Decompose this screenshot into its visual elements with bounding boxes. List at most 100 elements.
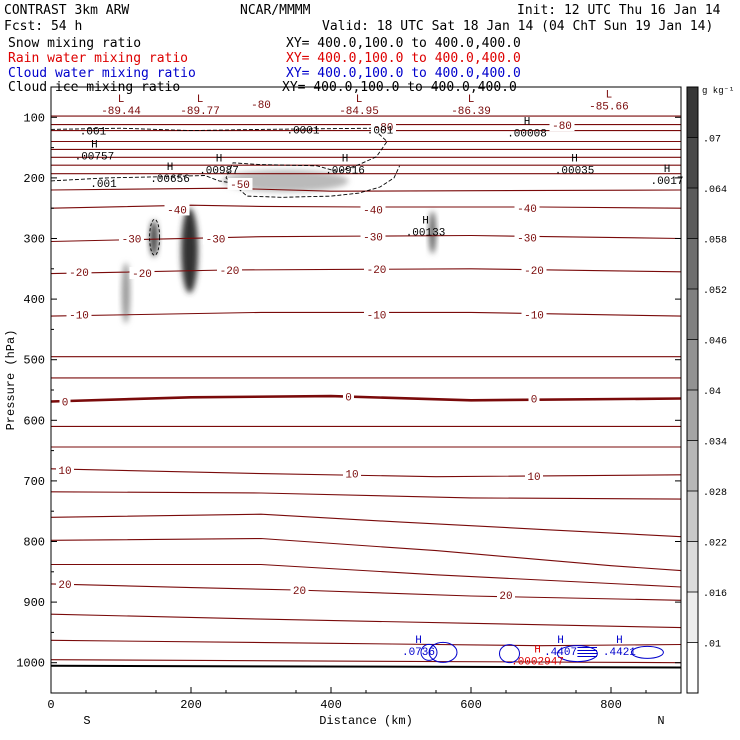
temp-contour-14 <box>51 468 681 478</box>
temp-label-11-0: -20 <box>69 268 89 280</box>
temp-contour-8 <box>51 187 681 192</box>
temp-label-0-0: -80 <box>251 100 271 112</box>
extremum-type-12: H <box>524 117 531 129</box>
colorbar-tick-label-3: .028 <box>703 488 727 499</box>
y-tick-label-1: 200 <box>23 172 45 186</box>
temp-label-bg-0-0 <box>248 97 274 110</box>
x-end-label-right: N <box>657 714 664 728</box>
y-tick-label-7: 800 <box>23 536 45 550</box>
extremum-type-14: H <box>557 635 564 647</box>
temp-label-11-1: -20 <box>132 269 152 281</box>
y-tick-label-3: 400 <box>23 293 45 307</box>
colorbar-unit: g kg⁻¹ <box>702 86 734 96</box>
colorbar-swatch-1 <box>687 592 698 643</box>
temp-label-bg-12-1 <box>364 308 389 321</box>
extremum-type-6: H <box>167 162 174 174</box>
snow-shade-3 <box>222 170 349 192</box>
temp-label-bg-10-0 <box>119 232 144 245</box>
y-axis-label: Pressure (hPa) <box>4 330 18 431</box>
temp-label-bg-14-2 <box>525 470 543 483</box>
colorbar-swatch-5 <box>687 390 698 441</box>
temp-label-9-0: -40 <box>167 205 187 217</box>
extremum-value-13: .0736 <box>402 647 435 659</box>
cloudwater-contour-2 <box>556 645 598 663</box>
field-cloudwater-xy: XY= 400.0,100.0 to 400.0,400.0 <box>286 66 521 81</box>
temp-label-bg-9-1 <box>360 203 386 216</box>
extremum-value-7: .00987 <box>199 166 239 178</box>
colorbar-swatch-10 <box>687 137 698 188</box>
header-valid: Valid: 18 UTC Sat 18 Jan 14 (04 ChT Sun … <box>322 19 714 34</box>
temp-label-bg-15-1 <box>290 583 309 596</box>
extremum-type-5: H <box>91 140 98 152</box>
extremum-value-10: .0017 <box>650 176 683 188</box>
extremum-type-8: H <box>342 154 349 166</box>
extremum-value-5: .00757 <box>75 152 115 164</box>
snow-contour-dashed-upper <box>51 127 401 198</box>
temp-label-bg-11-1 <box>129 267 155 280</box>
temp-label-10-0: -30 <box>122 235 142 247</box>
temp-label-bg-8-0 <box>227 177 253 190</box>
snow-shade-0 <box>121 262 131 324</box>
field-cloudwater-name: Cloud water mixing ratio <box>8 66 196 81</box>
extremum-type-11: H <box>422 215 429 227</box>
temp-label-bg-11-2 <box>217 264 242 277</box>
temp-label-bg-11-4 <box>521 264 547 277</box>
colorbar-swatch-8 <box>687 238 698 289</box>
colorbar-swatch-9 <box>687 188 698 239</box>
temp-contour-22 <box>51 537 681 572</box>
temp-label-bg-9-2 <box>514 202 540 215</box>
y-tick-label-9: 1000 <box>16 657 45 671</box>
temp-contour-25 <box>51 639 681 647</box>
colorbar-tick-label-10: .07 <box>703 135 721 146</box>
header-init: Init: 12 UTC Thu 16 Jan 14 <box>517 3 721 18</box>
extremum-type-7: H <box>216 154 223 166</box>
temp-label-bg-9-0 <box>164 203 190 216</box>
colorbar-swatch-3 <box>687 491 698 542</box>
x-tick-label-4: 800 <box>600 698 622 712</box>
colorbar-tick-label-5: .04 <box>703 387 721 398</box>
header-model: CONTRAST 3km ARW <box>4 3 130 18</box>
colorbar-swatch-2 <box>687 541 698 592</box>
temp-contour-24 <box>51 613 681 629</box>
contour-value-2: .0001 <box>286 126 319 138</box>
extremum-value-3: -86.39 <box>451 106 491 118</box>
colorbar-tick-label-7: .052 <box>703 286 727 297</box>
extremum-value-15: .4421 <box>603 647 636 659</box>
snow-shade-2 <box>181 208 199 294</box>
cloudwater-contour-3 <box>630 645 664 659</box>
temp-label-13-1: 0 <box>345 393 352 405</box>
x-tick-label-2: 400 <box>320 698 342 712</box>
temp-contour-13 <box>51 394 681 403</box>
x-tick-label-0: 0 <box>47 698 54 712</box>
temp-label-bg-12-2 <box>521 308 547 321</box>
extremum-type-9: H <box>571 154 578 166</box>
extremum-value-11: .00133 <box>406 227 446 239</box>
extremum-type-4: L <box>606 89 613 101</box>
temp-label-bg-14-1 <box>343 467 361 480</box>
temp-label-13-0: 0 <box>62 398 69 410</box>
ground-line <box>51 664 681 669</box>
temp-label-8-0: -50 <box>230 180 250 192</box>
temp-label-bg-15-0 <box>56 577 74 590</box>
y-tick-label-2: 300 <box>23 233 45 247</box>
temp-label-14-0: 10 <box>58 466 71 478</box>
contour-value-3: .001 <box>367 126 394 138</box>
temp-label-9-2: -40 <box>517 204 537 216</box>
y-tick-label-0: 100 <box>23 111 45 125</box>
header-fcst: Fcst: 54 h <box>4 19 83 34</box>
extremum-value-0: -89.44 <box>101 106 141 118</box>
snow-shade-4 <box>429 211 436 254</box>
colorbar-tick-label-0: .01 <box>703 640 721 651</box>
colorbar-tick-label-4: .034 <box>703 438 727 449</box>
colorbar-tick-label-8: .058 <box>703 236 727 247</box>
colorbar-tick-label-1: .016 <box>703 589 727 600</box>
temp-label-12-2: -10 <box>524 310 544 322</box>
extremum-value-8: .00916 <box>325 166 365 178</box>
field-snow-name: Snow mixing ratio <box>8 36 142 51</box>
temp-label-1-0: -80 <box>374 122 394 134</box>
cloudwater-contour-4 <box>499 644 520 664</box>
x-end-label-left: S <box>83 714 90 728</box>
snow-contour-dashed-core <box>149 218 161 256</box>
header-center: NCAR/MMMM <box>240 3 311 18</box>
contour-value-0: .001 <box>80 126 107 138</box>
